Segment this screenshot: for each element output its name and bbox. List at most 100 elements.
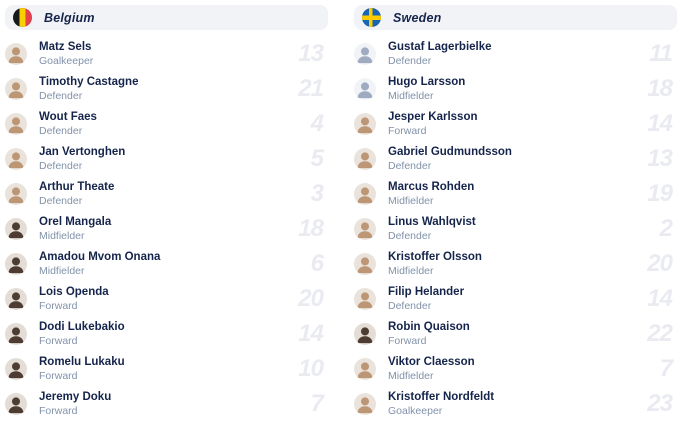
player-avatar-icon xyxy=(5,147,27,170)
player-number: 2 xyxy=(659,214,673,242)
player-name: Marcus Rohden xyxy=(388,180,475,193)
player-number: 7 xyxy=(310,389,324,417)
player-position: Defender xyxy=(39,194,83,207)
team-name: Sweden xyxy=(393,10,442,25)
player-info: Kristoffer Olsson Midfielder xyxy=(388,251,482,277)
player-row[interactable]: Marcus Rohden Midfielder 19 xyxy=(354,176,677,211)
player-number: 7 xyxy=(659,354,673,382)
player-name: Amadou Mvom Onana xyxy=(39,250,161,263)
player-info: Marcus Rohden Midfielder xyxy=(388,181,474,207)
player-number: 13 xyxy=(298,39,324,67)
player-name: Jesper Karlsson xyxy=(388,110,478,123)
player-row[interactable]: Jan Vertonghen Defender 5 xyxy=(5,141,328,176)
player-number: 20 xyxy=(298,284,324,312)
player-number: 11 xyxy=(649,39,673,67)
player-avatar-icon xyxy=(354,112,376,135)
player-info: Lois Openda Forward xyxy=(39,286,109,312)
player-info: Timothy Castagne Defender xyxy=(39,76,138,102)
player-position: Defender xyxy=(388,159,432,172)
player-row[interactable]: Kristoffer Nordfeldt Goalkeeper 23 xyxy=(354,386,677,421)
player-name: Timothy Castagne xyxy=(39,75,139,88)
player-position: Midfielder xyxy=(39,264,85,277)
belgium-flag-icon xyxy=(13,8,32,27)
player-info: Hugo Larsson Midfielder xyxy=(388,76,465,102)
player-row[interactable]: Dodi Lukebakio Forward 14 xyxy=(5,316,328,351)
player-list-home: Matz Sels Goalkeeper 13 Timothy Castagne… xyxy=(5,36,328,421)
player-avatar-icon xyxy=(5,182,27,205)
player-info: Jesper Karlsson Forward xyxy=(388,111,478,137)
player-name: Linus Wahlqvist xyxy=(388,215,476,228)
player-number: 14 xyxy=(298,319,324,347)
player-avatar-icon xyxy=(354,147,376,170)
player-number: 23 xyxy=(647,389,673,417)
player-avatar-icon xyxy=(5,42,27,65)
player-row[interactable]: Jesper Karlsson Forward 14 xyxy=(354,106,677,141)
player-name: Gabriel Gudmundsson xyxy=(388,145,512,158)
player-row[interactable]: Orel Mangala Midfielder 18 xyxy=(5,211,328,246)
player-row[interactable]: Viktor Claesson Midfielder 7 xyxy=(354,351,677,386)
player-avatar-icon xyxy=(354,217,376,240)
player-number: 18 xyxy=(647,74,673,102)
team-column-away: Sweden Gustaf Lagerbielke Defender 11 Hu… xyxy=(354,5,677,421)
player-number: 22 xyxy=(647,319,673,347)
player-row[interactable]: Kristoffer Olsson Midfielder 20 xyxy=(354,246,677,281)
player-info: Jeremy Doku Forward xyxy=(39,391,111,417)
player-position: Goalkeeper xyxy=(388,404,443,417)
player-info: Amadou Mvom Onana Midfielder xyxy=(39,251,160,277)
player-avatar-icon xyxy=(354,287,376,310)
player-row[interactable]: Matz Sels Goalkeeper 13 xyxy=(5,36,328,71)
player-name: Jeremy Doku xyxy=(39,390,112,403)
player-position: Forward xyxy=(388,334,427,347)
player-name: Jan Vertonghen xyxy=(39,145,126,158)
player-avatar-icon xyxy=(354,182,376,205)
player-number: 6 xyxy=(310,249,324,277)
player-avatar-icon xyxy=(5,217,27,240)
player-info: Viktor Claesson Midfielder xyxy=(388,356,475,382)
player-row[interactable]: Jeremy Doku Forward 7 xyxy=(5,386,328,421)
player-row[interactable]: Filip Helander Defender 14 xyxy=(354,281,677,316)
team-column-home: Belgium Matz Sels Goalkeeper 13 Timothy … xyxy=(5,5,328,421)
player-row[interactable]: Lois Openda Forward 20 xyxy=(5,281,328,316)
team-header-away: Sweden xyxy=(354,5,677,30)
player-list-away: Gustaf Lagerbielke Defender 11 Hugo Lars… xyxy=(354,36,677,421)
player-name: Dodi Lukebakio xyxy=(39,320,125,333)
player-number: 20 xyxy=(647,249,673,277)
player-position: Defender xyxy=(39,159,83,172)
player-name: Wout Faes xyxy=(39,110,97,123)
player-number: 14 xyxy=(647,109,673,137)
player-number: 5 xyxy=(310,144,324,172)
player-row[interactable]: Amadou Mvom Onana Midfielder 6 xyxy=(5,246,328,281)
player-avatar-icon xyxy=(5,77,27,100)
player-position: Goalkeeper xyxy=(39,54,94,67)
player-number: 14 xyxy=(647,284,673,312)
player-info: Dodi Lukebakio Forward xyxy=(39,321,125,347)
player-position: Midfielder xyxy=(388,264,434,277)
player-row[interactable]: Arthur Theate Defender 3 xyxy=(5,176,328,211)
player-name: Kristoffer Olsson xyxy=(388,250,482,263)
player-row[interactable]: Gabriel Gudmundsson Defender 13 xyxy=(354,141,677,176)
player-info: Matz Sels Goalkeeper xyxy=(39,41,93,67)
player-name: Viktor Claesson xyxy=(388,355,475,368)
player-position: Midfielder xyxy=(388,194,434,207)
player-row[interactable]: Hugo Larsson Midfielder 18 xyxy=(354,71,677,106)
player-row[interactable]: Timothy Castagne Defender 21 xyxy=(5,71,328,106)
player-row[interactable]: Romelu Lukaku Forward 10 xyxy=(5,351,328,386)
player-avatar-icon xyxy=(354,42,376,65)
player-info: Wout Faes Defender xyxy=(39,111,97,137)
player-row[interactable]: Gustaf Lagerbielke Defender 11 xyxy=(354,36,677,71)
player-number: 10 xyxy=(298,354,324,382)
player-row[interactable]: Robin Quaison Forward 22 xyxy=(354,316,677,351)
player-info: Romelu Lukaku Forward xyxy=(39,356,125,382)
player-position: Defender xyxy=(388,299,432,312)
player-avatar-icon xyxy=(5,322,27,345)
player-position: Forward xyxy=(39,404,78,417)
player-number: 4 xyxy=(310,109,324,137)
player-info: Kristoffer Nordfeldt Goalkeeper xyxy=(388,391,494,417)
player-position: Forward xyxy=(39,369,78,382)
player-avatar-icon xyxy=(5,287,27,310)
player-info: Gabriel Gudmundsson Defender xyxy=(388,146,512,172)
player-row[interactable]: Linus Wahlqvist Defender 2 xyxy=(354,211,677,246)
player-avatar-icon xyxy=(354,392,376,415)
player-row[interactable]: Wout Faes Defender 4 xyxy=(5,106,328,141)
player-info: Gustaf Lagerbielke Defender xyxy=(388,41,492,67)
